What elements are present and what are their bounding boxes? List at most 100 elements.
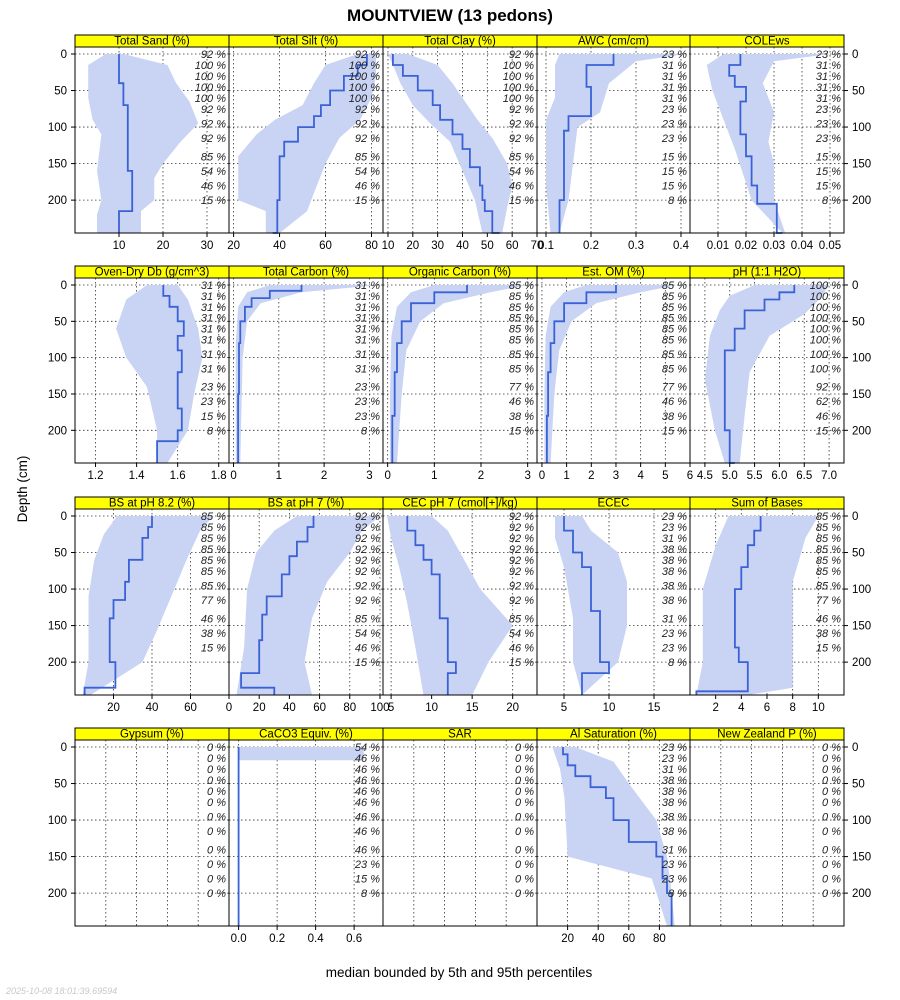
x-tick-label: 10 xyxy=(425,702,438,714)
data-fraction-label: 92 % xyxy=(201,118,226,130)
data-fraction-label: 0 % xyxy=(515,742,534,754)
data-fraction-label: 92 % xyxy=(201,104,226,116)
data-fraction-label: 8 % xyxy=(361,888,380,900)
data-fraction-label: 100 % xyxy=(195,93,226,105)
data-fraction-label: 85 % xyxy=(509,302,534,314)
x-tick-label: 5 xyxy=(561,702,567,714)
data-fraction-label: 46 % xyxy=(355,181,380,193)
x-tick-label: 1.8 xyxy=(211,470,227,482)
percentile-band xyxy=(235,285,379,463)
x-tick-label: 6.5 xyxy=(796,470,812,482)
panel-title: BS at pH 8.2 (%) xyxy=(109,498,195,510)
x-tick-label: 60 xyxy=(506,240,519,252)
median-line xyxy=(272,54,368,234)
y-tick-label: 200 xyxy=(852,888,871,900)
data-fraction-label: 46 % xyxy=(816,411,841,423)
data-fraction-label: 54 % xyxy=(509,628,534,640)
data-fraction-label: 46 % xyxy=(355,643,380,655)
x-tick-label: 80 xyxy=(343,702,356,714)
data-fraction-label: 31 % xyxy=(355,324,380,336)
x-tick-label: 5 xyxy=(388,702,394,714)
data-fraction-label: 38 % xyxy=(662,826,687,838)
y-tick-label: 0 xyxy=(852,742,858,754)
percentile-band xyxy=(238,747,364,926)
data-fraction-label: 85 % xyxy=(355,613,380,625)
data-fraction-label: 100 % xyxy=(810,280,841,292)
data-fraction-label: 38 % xyxy=(816,628,841,640)
panel-frame xyxy=(689,46,845,234)
panel-title: CEC pH 7 (cmol[+]/kg) xyxy=(402,498,518,510)
data-fraction-label: 85 % xyxy=(201,580,226,592)
panel-frame xyxy=(689,277,845,464)
data-fraction-label: 92 % xyxy=(355,49,380,61)
data-fraction-label: 0 % xyxy=(822,874,841,886)
percentile-band xyxy=(236,516,380,695)
data-fraction-label: 0 % xyxy=(515,844,534,856)
panel-title: Oven-Dry Db (g/cm^3) xyxy=(95,267,210,279)
data-fraction-label: 23 % xyxy=(200,382,226,394)
data-fraction-label: 92 % xyxy=(509,118,534,130)
data-fraction-label: 100 % xyxy=(810,291,841,303)
data-fraction-label: 0 % xyxy=(207,764,226,776)
data-fraction-label: 54 % xyxy=(355,742,380,754)
x-tick-label: 6.0 xyxy=(771,470,787,482)
data-fraction-label: 31 % xyxy=(662,93,687,105)
x-tick-label: 3 xyxy=(366,470,372,482)
data-fraction-label: 85 % xyxy=(201,555,226,567)
data-fraction-label: 15 % xyxy=(201,411,226,423)
panel-title: Total Sand (%) xyxy=(114,36,190,48)
x-tick-label: 2 xyxy=(588,470,594,482)
x-tick-label: 30 xyxy=(431,240,444,252)
x-tick-label: 60 xyxy=(313,702,326,714)
data-fraction-label: 23 % xyxy=(661,753,687,765)
data-fraction-label: 8 % xyxy=(668,888,687,900)
data-fraction-label: 100 % xyxy=(503,60,534,72)
data-fraction-label: 0 % xyxy=(822,811,841,823)
x-tick-label: 80 xyxy=(653,933,666,945)
x-tick-label: 3 xyxy=(524,470,530,482)
data-fraction-label: 15 % xyxy=(816,425,841,437)
x-tick-label: 2 xyxy=(712,702,718,714)
data-fraction-label: 31 % xyxy=(201,334,226,346)
data-fraction-label: 85 % xyxy=(201,151,226,163)
y-tick-label: 100 xyxy=(48,584,67,596)
data-fraction-label: 92 % xyxy=(509,566,534,578)
y-tick-label: 50 xyxy=(852,86,865,98)
x-tick-label: 1.2 xyxy=(88,470,104,482)
data-fraction-label: 31 % xyxy=(662,71,687,83)
data-fraction-label: 38 % xyxy=(662,411,687,423)
panel-16: CaCO3 Equiv. (%)54 %46 %46 %46 %46 %46 %… xyxy=(228,727,384,945)
data-fraction-label: 8 % xyxy=(668,195,687,207)
x-tick-label: 80 xyxy=(365,240,378,252)
percentile-band xyxy=(88,54,199,233)
data-fraction-label: 85 % xyxy=(662,349,687,361)
data-fraction-label: 31 % xyxy=(201,324,226,336)
data-fraction-label: 0 % xyxy=(822,764,841,776)
median-line xyxy=(118,54,134,233)
data-fraction-label: 85 % xyxy=(355,151,380,163)
percentile-band xyxy=(390,285,528,463)
x-tick-label: 0 xyxy=(384,470,390,482)
data-fraction-label: 23 % xyxy=(661,742,687,754)
data-fraction-label: 0 % xyxy=(515,764,534,776)
y-tick-label: 100 xyxy=(852,353,871,365)
data-fraction-label: 8 % xyxy=(361,425,380,437)
median-line xyxy=(240,516,315,695)
x-tick-label: 40 xyxy=(456,240,469,252)
data-fraction-label: 23 % xyxy=(815,104,841,116)
data-fraction-label: 38 % xyxy=(662,775,687,787)
data-fraction-label: 8 % xyxy=(668,657,687,669)
data-fraction-label: 31 % xyxy=(662,764,687,776)
y-tick-label: 100 xyxy=(852,122,871,134)
median-line xyxy=(558,54,615,233)
percentile-band xyxy=(546,54,686,233)
data-fraction-label: 85 % xyxy=(816,555,841,567)
data-fraction-label: 92 % xyxy=(355,555,380,567)
x-tick-label: 6 xyxy=(764,702,770,714)
data-fraction-label: 8 % xyxy=(207,425,226,437)
panel-title: Est. OM (%) xyxy=(582,267,645,279)
x-tick-label: 10 xyxy=(382,240,395,252)
x-tick-label: 4 xyxy=(637,470,644,482)
data-fraction-label: 0 % xyxy=(822,775,841,787)
